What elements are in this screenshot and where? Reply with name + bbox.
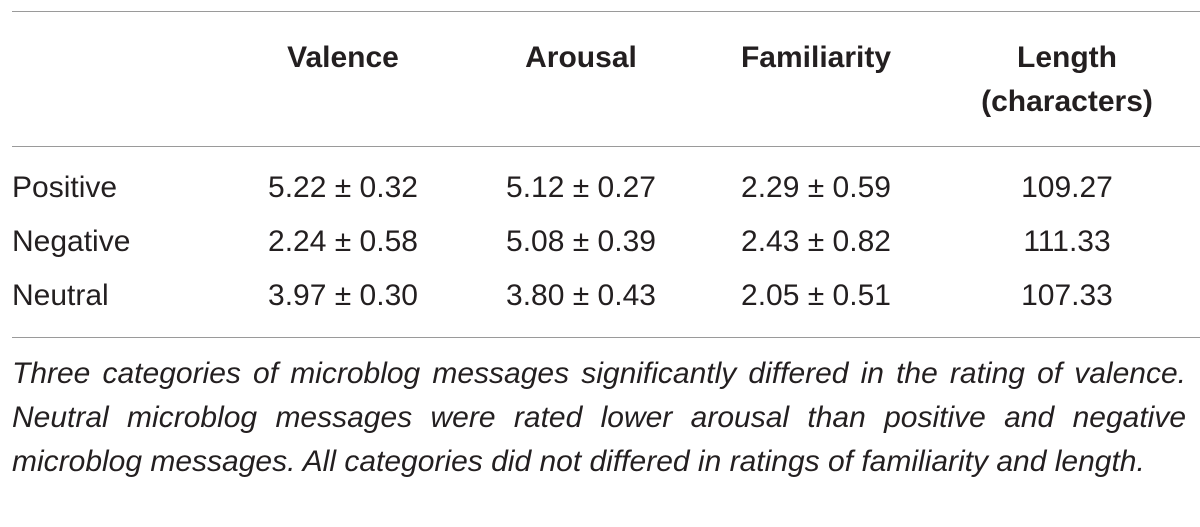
bottom-rule: [12, 337, 1200, 338]
table-row: Negative 2.24 ± 0.58 5.08 ± 0.39 2.43 ± …: [12, 215, 1200, 269]
cell-familiarity: 2.43 ± 0.82: [741, 225, 891, 258]
cell-valence: 2.24 ± 0.58: [268, 225, 418, 258]
cell-length: 109.27: [1021, 171, 1113, 204]
row-label: Neutral: [12, 279, 109, 312]
table-row: Neutral 3.97 ± 0.30 3.80 ± 0.43 2.05 ± 0…: [12, 269, 1200, 337]
cell-familiarity: 2.29 ± 0.59: [741, 171, 891, 204]
data-table-body: Positive 5.22 ± 0.32 5.12 ± 0.27 2.29 ± …: [12, 147, 1200, 337]
cell-arousal: 3.80 ± 0.43: [506, 279, 656, 312]
table-header: Valence Arousal Familiarity Length (char…: [12, 12, 1200, 146]
cell-length: 111.33: [1023, 225, 1111, 258]
table-footnote: Three categories of microblog messages s…: [12, 357, 1186, 478]
header-arousal: Arousal: [525, 41, 637, 74]
header-blank: [12, 12, 222, 146]
cell-arousal: 5.12 ± 0.27: [506, 171, 656, 204]
header-familiarity: Familiarity: [740, 41, 892, 74]
top-rule: [12, 11, 1200, 12]
header-length: Length (characters): [981, 41, 1153, 118]
data-table: Valence Arousal Familiarity Length (char…: [12, 12, 1200, 146]
table-figure: Valence Arousal Familiarity Length (char…: [12, 11, 1200, 484]
cell-valence: 3.97 ± 0.30: [268, 279, 418, 312]
row-label: Positive: [12, 171, 118, 204]
row-label: Negative: [12, 225, 131, 258]
cell-length: 107.33: [1021, 279, 1113, 312]
header-row: Valence Arousal Familiarity Length (char…: [12, 12, 1200, 146]
cell-valence: 5.22 ± 0.32: [268, 171, 418, 204]
header-rule: [12, 146, 1200, 147]
cell-familiarity: 2.05 ± 0.51: [741, 279, 891, 312]
table-row: Positive 5.22 ± 0.32 5.12 ± 0.27 2.29 ± …: [12, 147, 1200, 215]
header-valence: Valence: [287, 41, 399, 74]
cell-arousal: 5.08 ± 0.39: [506, 225, 656, 258]
